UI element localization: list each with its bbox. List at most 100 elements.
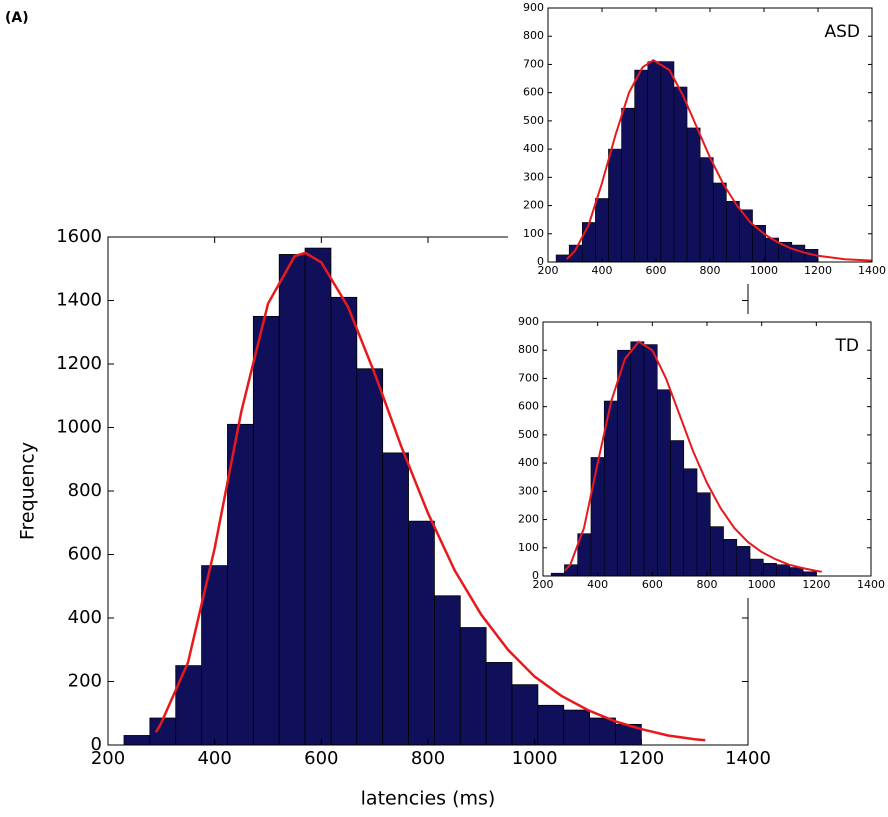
y-tick-label: 0	[532, 569, 539, 582]
y-tick-label: 200	[523, 199, 544, 212]
bar	[330, 296, 358, 746]
y-tick-label: 400	[68, 607, 102, 628]
bar	[252, 315, 280, 746]
bar	[408, 520, 435, 746]
bar	[656, 389, 671, 577]
inset-label: TD	[835, 336, 859, 356]
x-tick-label: 800	[700, 264, 721, 277]
y-tick-label: 300	[518, 484, 539, 497]
x-tick-label: 1400	[857, 578, 885, 591]
bar	[278, 254, 306, 746]
y-tick-label: 800	[68, 480, 102, 501]
y-tick-label: 900	[523, 1, 544, 14]
y-tick-label: 400	[523, 142, 544, 155]
bar	[511, 684, 539, 746]
bar	[459, 627, 487, 746]
y-tick-label: 800	[518, 343, 539, 356]
bar	[227, 423, 254, 746]
x-tick-label: 400	[587, 578, 608, 591]
bar	[617, 349, 632, 577]
x-tick-label: 200	[538, 264, 559, 277]
inset-label: ASD	[824, 22, 860, 42]
y-tick-label: 300	[523, 170, 544, 183]
bar	[149, 717, 177, 746]
bar	[686, 127, 701, 263]
x-tick-label: 200	[91, 748, 125, 769]
x-tick-label: 1000	[750, 264, 778, 277]
y-tick-label: 0	[537, 255, 544, 268]
y-tick-label: 700	[518, 371, 539, 384]
y-tick-label: 600	[523, 86, 544, 99]
fit-curve	[566, 59, 873, 262]
y-tick-label: 100	[523, 227, 544, 240]
y-tick-label: 1000	[56, 417, 102, 438]
bar	[590, 457, 605, 577]
bar	[630, 341, 645, 577]
bar	[726, 201, 740, 263]
y-tick-label: 1200	[56, 353, 102, 374]
bar	[647, 61, 662, 263]
y-axis-label: Frequency	[17, 442, 39, 540]
bar	[802, 571, 817, 577]
bar	[123, 735, 151, 746]
x-tick-label: 600	[304, 748, 338, 769]
y-tick-label: 600	[518, 400, 539, 413]
bar	[634, 69, 649, 263]
y-tick-label: 800	[523, 29, 544, 42]
bar	[433, 595, 461, 746]
y-tick-label: 400	[518, 456, 539, 469]
bar	[485, 662, 513, 746]
bar	[564, 564, 579, 577]
x-tick-label: 1200	[804, 264, 832, 277]
bar	[382, 452, 409, 746]
x-tick-label: 1000	[512, 748, 558, 769]
bar	[763, 562, 777, 577]
fit-curve	[564, 340, 822, 573]
bar	[356, 368, 384, 746]
x-axis-label: latencies (ms)	[361, 788, 496, 810]
fit-curve	[154, 251, 706, 742]
y-tick-label: 600	[68, 544, 102, 565]
y-tick-label: 100	[518, 541, 539, 554]
y-tick-label: 200	[518, 513, 539, 526]
x-tick-label: 1000	[748, 578, 776, 591]
bar	[581, 222, 596, 263]
x-tick-label: 200	[533, 578, 554, 591]
bar	[709, 526, 724, 577]
bar	[736, 546, 751, 577]
bar	[791, 244, 806, 263]
bar	[563, 709, 591, 746]
bar	[660, 61, 675, 263]
y-tick-label: 0	[91, 734, 102, 755]
bar	[683, 468, 698, 577]
bar	[589, 717, 616, 746]
x-tick-label: 800	[697, 578, 718, 591]
bar	[643, 344, 658, 577]
y-tick-label: 700	[523, 57, 544, 70]
y-tick-label: 500	[523, 114, 544, 127]
bar	[595, 198, 609, 263]
bar	[670, 440, 685, 577]
y-tick-label: 500	[518, 428, 539, 441]
x-tick-label: 800	[411, 748, 445, 769]
panel-label: (A)	[5, 10, 29, 26]
bar	[696, 492, 711, 577]
bar	[304, 247, 332, 746]
x-tick-label: 400	[197, 748, 231, 769]
y-tick-label: 900	[518, 315, 539, 328]
bar	[723, 539, 738, 577]
x-tick-label: 400	[592, 264, 613, 277]
x-tick-label: 1400	[725, 748, 771, 769]
bar	[776, 564, 791, 577]
x-tick-label: 1200	[802, 578, 830, 591]
bar	[621, 107, 635, 263]
bar	[673, 86, 688, 263]
x-tick-label: 1200	[618, 748, 664, 769]
x-tick-label: 1400	[858, 264, 886, 277]
bar	[712, 182, 727, 263]
bar	[608, 148, 622, 263]
bar	[789, 567, 804, 577]
x-tick-label: 600	[646, 264, 667, 277]
bar	[699, 157, 714, 263]
